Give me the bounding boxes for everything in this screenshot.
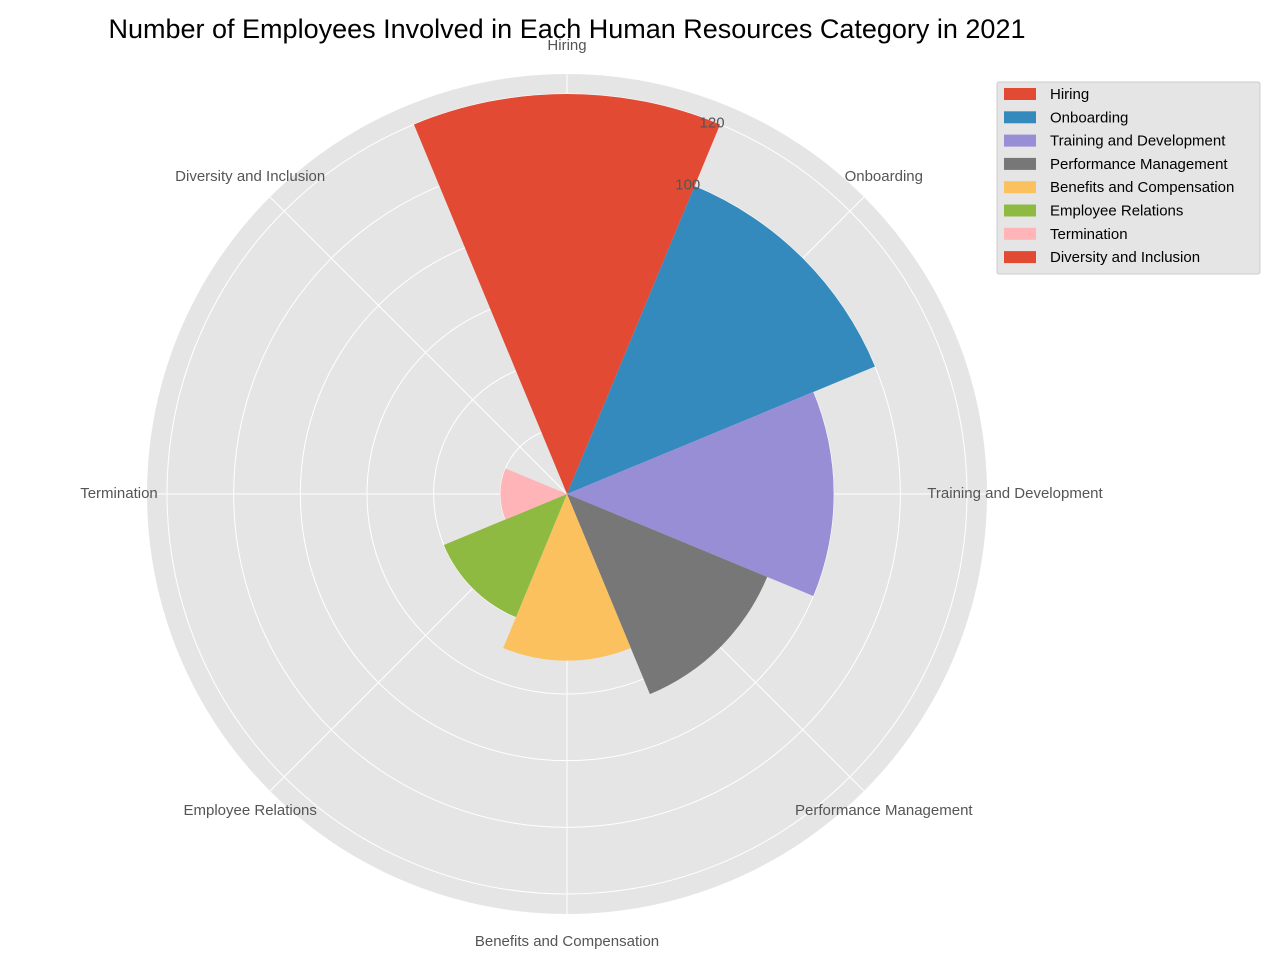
bar-employee-relations: [443, 494, 567, 618]
category-label-termination: Termination: [80, 485, 158, 502]
grid-spoke: [269, 196, 568, 495]
legend-swatch-diversity-and-inclusion: [1004, 251, 1036, 264]
legend-label-performance-management: Performance Management: [1050, 156, 1228, 173]
legend-label-benefits-and-compensation: Benefits and Compensation: [1050, 179, 1234, 196]
legend: Hiring Onboarding Training and Development…: [996, 81, 1261, 275]
legend-swatch-training-and-development: [1004, 134, 1036, 147]
legend-label-training-and-development: Training and Development: [1050, 133, 1226, 150]
bar-training-and-development: [567, 391, 834, 597]
category-label-onboarding: Onboarding: [845, 168, 923, 185]
legend-swatch-termination: [1004, 227, 1036, 240]
bar-performance-management: [567, 494, 768, 695]
category-label-employee-relations: Employee Relations: [184, 802, 317, 819]
category-label-benefits-and-compensation: Benefits and Compensation: [475, 933, 659, 950]
bar-hiring: [413, 94, 721, 495]
radial-tick-label: 120: [700, 114, 725, 131]
bars: [413, 94, 875, 695]
category-label-performance-management: Performance Management: [795, 802, 973, 819]
legend-label-diversity-and-inclusion: Diversity and Inclusion: [1050, 249, 1200, 266]
chart-title: Number of Employees Involved in Each Hum…: [109, 14, 1026, 44]
legend-swatch-employee-relations: [1004, 204, 1036, 217]
radial-tick-label: 100: [675, 176, 700, 193]
legend-swatch-onboarding: [1004, 111, 1036, 124]
legend-swatch-benefits-and-compensation: [1004, 181, 1036, 194]
bar-termination: [500, 468, 567, 520]
category-label-hiring: Hiring: [547, 37, 586, 54]
legend-label-onboarding: Onboarding: [1050, 109, 1128, 126]
radial-tick-labels: 100 120: [675, 114, 724, 193]
category-label-training-and-development: Training and Development: [927, 485, 1103, 502]
legend-label-termination: Termination: [1050, 226, 1128, 243]
bar-onboarding: [567, 186, 875, 494]
legend-swatch-performance-management: [1004, 157, 1036, 170]
legend-swatch-hiring: [1004, 88, 1036, 100]
legend-box: [996, 81, 1261, 275]
bar-benefits-and-compensation: [503, 494, 631, 661]
category-label-diversity-and-inclusion: Diversity and Inclusion: [175, 168, 325, 185]
legend-label-employee-relations: Employee Relations: [1050, 202, 1183, 219]
category-labels: Hiring Onboarding Training and Development…: [80, 37, 1103, 950]
legend-label-hiring: Hiring: [1050, 86, 1089, 103]
